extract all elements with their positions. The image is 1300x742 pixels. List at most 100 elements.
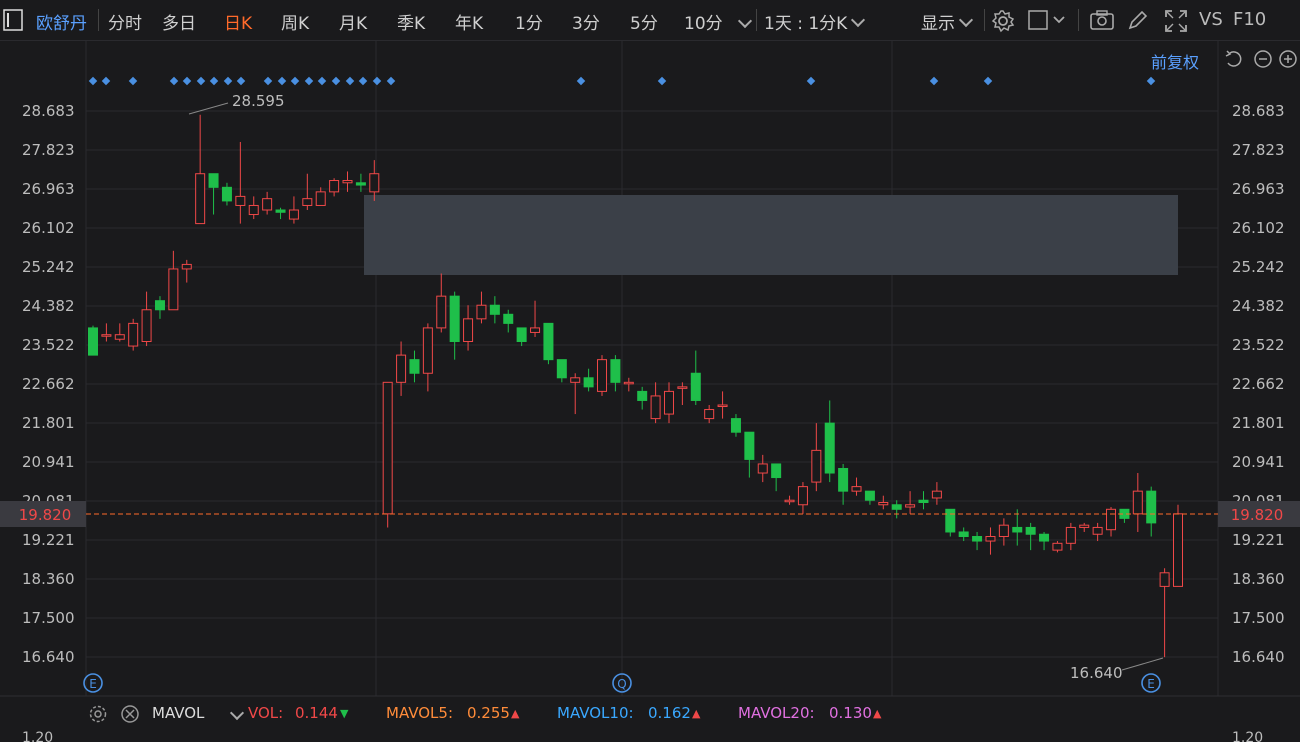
event-q-icon[interactable]: Q [612, 673, 632, 693]
display-menu[interactable]: 显示 [921, 9, 974, 34]
zoom-out-icon[interactable] [1254, 50, 1272, 68]
y-tick-label-left: 28.683 [22, 102, 75, 120]
candle-body [288, 209, 299, 220]
mavol20-value: 0.130 [829, 704, 872, 722]
candlestick-chart[interactable]: 28.683 27.823 26.963 26.102 25.242 24.382 23.5… [0, 40, 1300, 742]
y-tick-label-left: 16.640 [22, 648, 75, 666]
candle-body [958, 531, 969, 538]
vs-button[interactable]: VS [1199, 9, 1223, 30]
candle-body [918, 499, 929, 503]
mavol10-label: MAVOL10: [557, 704, 634, 722]
candle-body [864, 490, 875, 501]
settings-gear-icon[interactable] [991, 9, 1015, 33]
tab-3min[interactable]: 3分 [572, 14, 600, 34]
indicator-settings-icon[interactable] [88, 704, 108, 724]
up-triangle-icon: ▲ [692, 707, 701, 720]
tab-yearly-k[interactable]: 年K [455, 14, 484, 34]
candle-body [101, 334, 112, 337]
y-tick-label-right: 21.801 [1232, 414, 1285, 432]
mavol5-label: MAVOL5: [386, 704, 454, 722]
y-tick-label-right: 19.221 [1232, 531, 1285, 549]
candle-body [436, 295, 447, 329]
candle-body [838, 467, 849, 492]
candle-body [342, 180, 353, 184]
candle-body [797, 486, 808, 506]
event-marker-diamond [277, 76, 287, 86]
candle-body [1012, 526, 1023, 533]
up-triangle-icon: ▲ [873, 707, 882, 720]
price-tag-left [0, 501, 86, 527]
event-marker-diamond [657, 76, 667, 86]
tab-quarterly-k[interactable]: 季K [397, 14, 426, 34]
selection-highlight-box[interactable] [364, 195, 1178, 275]
y-tick-label-right: 26.102 [1232, 219, 1285, 237]
fullscreen-icon[interactable] [1164, 9, 1188, 33]
zoom-in-icon[interactable] [1279, 50, 1297, 68]
candle-body [784, 499, 795, 503]
candle-body [530, 327, 541, 333]
camera-icon[interactable] [1090, 10, 1114, 30]
tab-10min[interactable]: 10分 [684, 14, 723, 34]
candle-body [891, 504, 902, 510]
high-price-label: 28.595 [232, 92, 285, 110]
adjust-mode-label[interactable]: 前复权 [1151, 53, 1200, 72]
candle-body [235, 195, 246, 206]
event-marker-diamond [290, 76, 300, 86]
y-tick-label-right: 22.662 [1232, 375, 1285, 393]
candle-body [88, 327, 98, 356]
candle-body [275, 209, 286, 213]
overlay-select-icon[interactable] [1028, 9, 1068, 31]
y-tick-label-right: 26.963 [1232, 180, 1285, 198]
price-tag-right [1218, 501, 1300, 527]
candle-body [369, 173, 380, 193]
grid [85, 40, 1219, 696]
y-tick-label-left: 24.382 [22, 297, 75, 315]
f10-button[interactable]: F10 [1233, 9, 1267, 30]
indicator-name[interactable]: MAVOL [152, 704, 205, 722]
y-axis-left: 28.683 27.823 26.963 26.102 25.242 24.382 23.5… [22, 102, 75, 666]
event-e-icon[interactable]: E [1141, 673, 1161, 693]
y-tick-label-left: 26.102 [22, 219, 75, 237]
event-marker-diamond [182, 76, 192, 86]
candle-body [1079, 524, 1090, 528]
price-tag-left-text: 19.820 [19, 506, 72, 524]
tab-5min[interactable]: 5分 [630, 14, 658, 34]
close-indicator-icon[interactable] [120, 704, 140, 724]
candle-body [1106, 508, 1117, 531]
candle-body [1039, 533, 1050, 542]
tab-weekly-k[interactable]: 周K [281, 14, 310, 34]
y-tick-label-left: 23.522 [22, 336, 75, 354]
chevron-down-icon[interactable] [737, 13, 753, 29]
candle-body [663, 390, 674, 415]
event-marker-diamond [331, 76, 341, 86]
candle-body [931, 490, 942, 499]
stock-name[interactable]: 欧舒丹 [36, 14, 87, 34]
undo-icon[interactable] [1225, 50, 1242, 67]
tab-1min[interactable]: 1分 [515, 14, 543, 34]
tab-monthly-k[interactable]: 月K [339, 14, 368, 34]
y-tick-label-left: 18.360 [22, 570, 75, 588]
event-marker-diamond [372, 76, 382, 86]
candle-body [422, 327, 433, 374]
tab-daily-k[interactable]: 日K [224, 14, 253, 34]
candle-body [998, 524, 1009, 538]
y-tick-label-left: 26.963 [22, 180, 75, 198]
pencil-draw-icon[interactable] [1127, 9, 1149, 31]
candle-body [597, 359, 608, 392]
divider [984, 9, 985, 31]
y-tick-label-left: 17.500 [22, 609, 75, 627]
event-marker-diamond [983, 76, 993, 86]
chevron-down-icon[interactable] [229, 705, 245, 721]
tab-multiday[interactable]: 多日 [162, 14, 196, 34]
candle-body [489, 304, 500, 315]
divider [98, 9, 99, 31]
low-price-label: 16.640 [1070, 664, 1123, 682]
event-e-icon[interactable]: E [83, 673, 103, 693]
candle-body [583, 377, 594, 388]
candle-body [302, 198, 313, 206]
tab-fenshi[interactable]: 分时 [108, 14, 142, 34]
y-tick-label-right: 23.522 [1232, 336, 1285, 354]
sidebar-toggle-icon[interactable] [3, 9, 23, 31]
candle-body [1092, 526, 1103, 535]
interval-select[interactable]: 1天 : 1分K [764, 9, 866, 34]
